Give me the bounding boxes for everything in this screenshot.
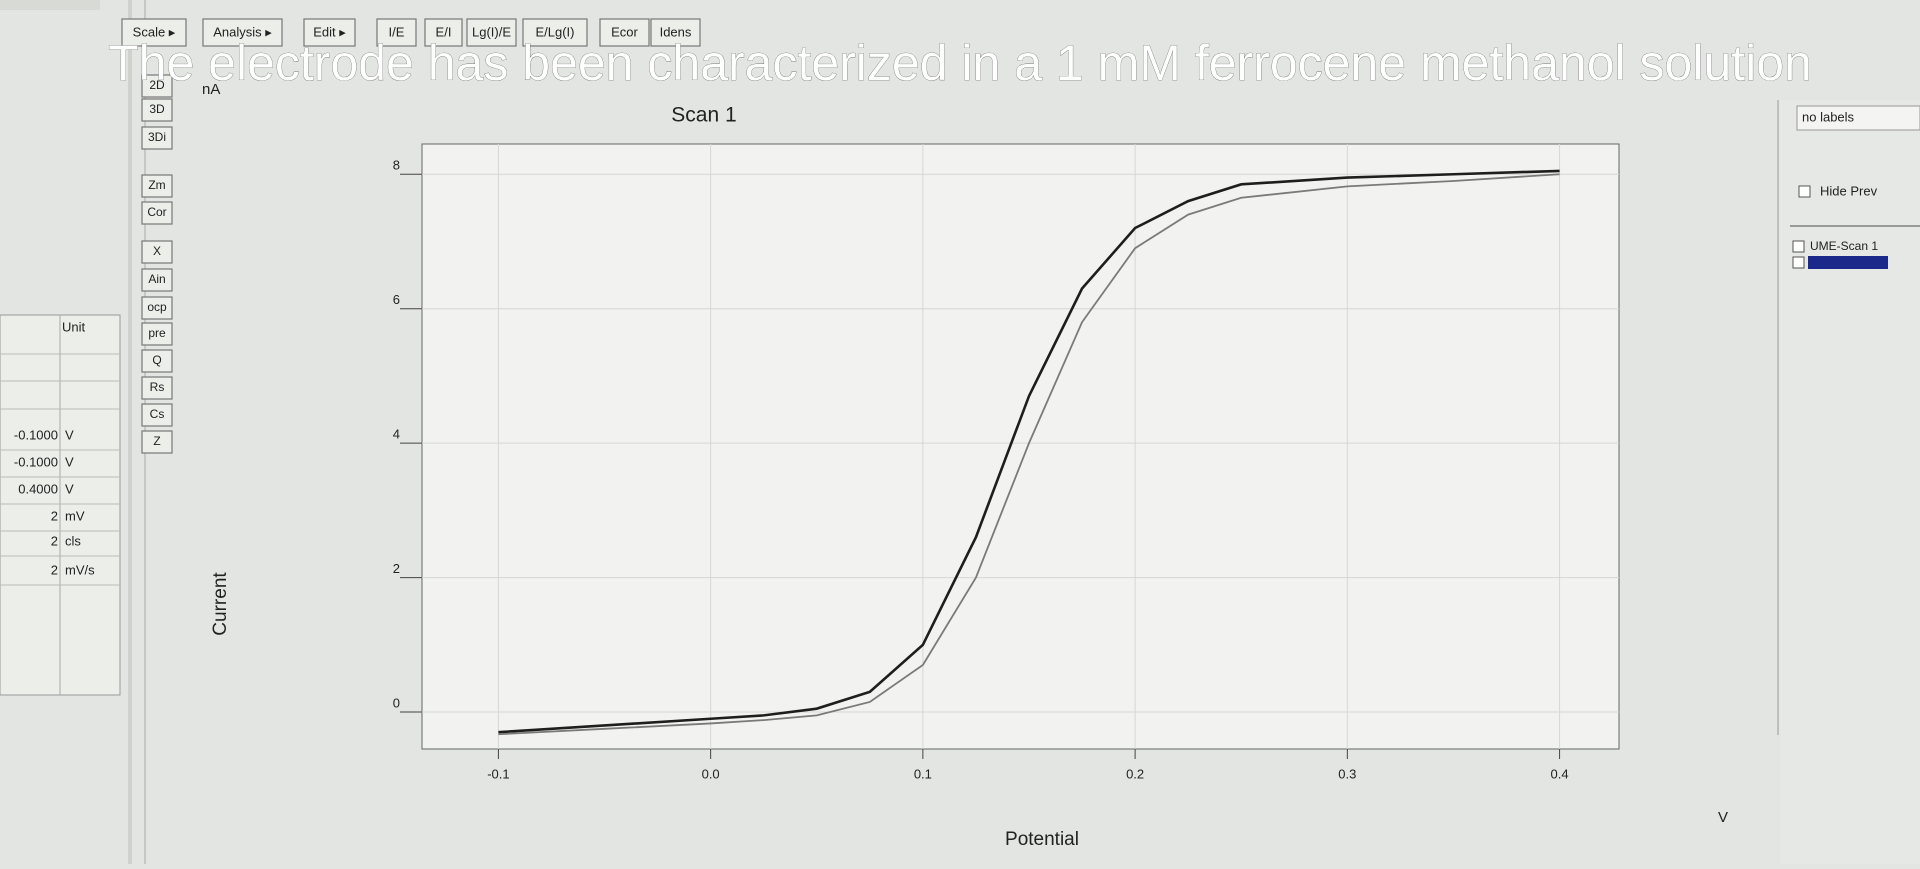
side-button-label: Cs <box>150 407 165 421</box>
toolbar-button-label: Lg(I)/E <box>472 24 511 39</box>
caption: The electrode has been characterized in … <box>108 35 1812 91</box>
right-panel <box>1780 100 1920 864</box>
plot-area <box>421 143 1620 750</box>
legend-checkbox[interactable] <box>1792 240 1805 253</box>
param-value: 2 <box>51 508 58 523</box>
side-button[interactable] <box>141 98 173 122</box>
labels-box-text: no labels <box>1802 109 1855 124</box>
y-axis-label: Current <box>210 572 231 636</box>
side-button[interactable] <box>141 174 173 198</box>
param-unit: mV <box>65 508 85 523</box>
toolbar-button[interactable] <box>303 18 356 47</box>
side-button-label: pre <box>148 326 166 340</box>
param-unit: V <box>65 427 74 442</box>
side-button[interactable] <box>141 268 173 292</box>
param-unit: cls <box>65 533 81 548</box>
param-value: 0.4000 <box>18 481 58 496</box>
checkbox[interactable] <box>1798 185 1811 198</box>
side-button[interactable] <box>141 322 173 346</box>
legend-checkbox[interactable] <box>1792 256 1805 269</box>
legend-entry[interactable]: UME-Scan 1 <box>1810 239 1878 253</box>
side-button-label: Ain <box>148 272 165 286</box>
side-button[interactable] <box>141 376 173 400</box>
toolbar-button[interactable] <box>202 18 283 47</box>
toolbar-button[interactable] <box>466 18 517 47</box>
toolbar-button-label: Edit ▸ <box>313 24 346 39</box>
side-button-label: 3D <box>149 102 165 116</box>
x-unit: V <box>1718 809 1728 826</box>
chart-title: Scan 1 <box>671 104 736 127</box>
toolbar-button-label: I/E <box>389 24 405 39</box>
toolbar-button[interactable] <box>376 18 417 47</box>
param-unit: V <box>65 481 74 496</box>
y-tick-label: 4 <box>393 427 400 442</box>
toolbar-button-label: E/I <box>436 24 452 39</box>
toolbar-button[interactable] <box>424 18 463 47</box>
side-button-label: 3Di <box>148 130 166 144</box>
separator <box>1790 225 1920 227</box>
side-button[interactable] <box>141 240 173 264</box>
side-button-label: X <box>153 244 161 258</box>
side-button-label: Z <box>153 434 160 448</box>
y-unit: nA <box>202 81 220 98</box>
side-button[interactable] <box>141 201 173 225</box>
toolbar-button[interactable] <box>599 18 650 47</box>
toolbar-button[interactable] <box>121 18 187 47</box>
toolbar-button-label: Scale ▸ <box>133 24 176 39</box>
side-button[interactable] <box>141 403 173 427</box>
side-button[interactable] <box>141 74 173 98</box>
x-tick-label: 0.2 <box>1126 766 1144 781</box>
y-tick-label: 8 <box>393 158 400 173</box>
hide-prev-label: Hide Prev <box>1820 183 1878 198</box>
param-value: 2 <box>51 533 58 548</box>
side-button[interactable] <box>141 126 173 150</box>
side-button[interactable] <box>141 349 173 373</box>
data-line <box>498 173 1560 736</box>
labels-box[interactable] <box>1796 105 1920 131</box>
toolbar-button[interactable] <box>650 18 701 47</box>
toolbar-button-label: Ecor <box>611 24 638 39</box>
toolbar-button-label: E/Lg(I) <box>535 24 574 39</box>
toolbar-button[interactable] <box>522 18 588 47</box>
x-tick-label: -0.1 <box>487 766 509 781</box>
x-tick-label: 0.3 <box>1338 766 1356 781</box>
side-button-label: Q <box>152 353 161 367</box>
param-value: -0.1000 <box>14 427 58 442</box>
side-button-label: Rs <box>150 380 165 394</box>
y-tick-label: 6 <box>393 292 400 307</box>
side-button-label: Cor <box>147 205 166 219</box>
param-value: 2 <box>51 562 58 577</box>
param-unit: V <box>65 454 74 469</box>
side-button-label: Zm <box>148 178 165 192</box>
side-button[interactable] <box>141 296 173 320</box>
table-header: Unit <box>62 319 86 334</box>
toolbar-button-label: Idens <box>660 24 692 39</box>
top-left-frame <box>0 0 100 10</box>
x-axis-label: Potential <box>1005 829 1079 850</box>
x-tick-label: 0.1 <box>914 766 932 781</box>
param-value: -0.1000 <box>14 454 58 469</box>
y-tick-label: 0 <box>393 695 400 710</box>
data-line <box>498 169 1560 734</box>
x-tick-label: 0.0 <box>702 766 720 781</box>
param-unit: mV/s <box>65 562 95 577</box>
x-tick-label: 0.4 <box>1551 766 1569 781</box>
y-tick-label: 2 <box>393 561 400 576</box>
toolbar-button-label: Analysis ▸ <box>213 24 272 39</box>
side-button-label: 2D <box>149 78 165 92</box>
frame <box>128 0 132 864</box>
side-button-label: ocp <box>147 300 167 314</box>
side-button[interactable] <box>141 430 173 454</box>
legend-selected <box>1808 256 1888 269</box>
